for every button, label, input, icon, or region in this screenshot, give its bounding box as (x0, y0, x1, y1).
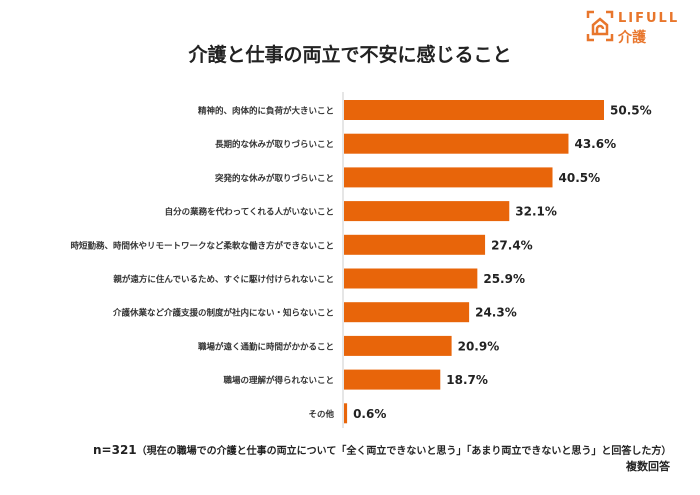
data-label: 27.4% (491, 238, 533, 252)
data-label: 0.6% (353, 407, 386, 421)
data-label: 25.9% (483, 272, 525, 286)
data-label: 20.9% (458, 339, 500, 353)
data-label: 18.7% (446, 373, 488, 387)
logo-brand: LIFULL (618, 11, 680, 26)
category-label: 時短勤務、時間休やリモートワークなど柔軟な働き方ができないこと (70, 240, 334, 251)
bar (344, 167, 553, 188)
house-icon (586, 10, 614, 42)
bar (344, 133, 569, 154)
bar (344, 201, 510, 222)
bar (344, 100, 604, 120)
category-label: 職場の理解が得られないこと (223, 375, 334, 386)
multiple-answer-label: 複数回答 (626, 460, 670, 473)
data-label: 40.5% (559, 171, 601, 185)
chart-title: 介護と仕事の両立で不安に感じること (188, 44, 512, 66)
category-label: 職場が遠く通勤に時間がかかること (198, 341, 334, 352)
category-label: 親が遠方に住んでいるため、すぐに駆け付けられないこと (113, 274, 334, 285)
category-label: 突発的な休みが取りづらいこと (215, 173, 334, 184)
bar (344, 369, 441, 390)
sample-description: （現在の職場での介護と仕事の両立について「全く両立できないと思う」「あまり両立で… (136, 446, 672, 457)
bar (344, 302, 470, 323)
sample-size: n=321 (93, 443, 137, 457)
bar (344, 268, 478, 289)
bar (344, 234, 486, 255)
data-label: 32.1% (515, 205, 557, 219)
bar (344, 335, 452, 356)
category-label: その他 (308, 409, 334, 420)
category-label: 長期的な休みが取りづらいこと (215, 139, 334, 150)
category-label: 介護休業など介護支援の制度が社内にない・知らないこと (112, 308, 334, 319)
bar (344, 403, 348, 424)
data-label: 43.6% (574, 137, 616, 151)
data-label: 50.5% (610, 104, 652, 118)
data-label: 24.3% (475, 306, 517, 320)
sample-note: n=321（現在の職場での介護と仕事の両立について「全く両立できないと思う」「あ… (93, 442, 671, 457)
logo-sub: 介護 (618, 30, 646, 46)
category-label: 精神的、肉体的に負荷が大きいこと (198, 106, 334, 117)
lifull-logo: LIFULL 介護 (586, 10, 696, 46)
category-label: 自分の業務を代わってくれる人がいないこと (165, 207, 334, 218)
